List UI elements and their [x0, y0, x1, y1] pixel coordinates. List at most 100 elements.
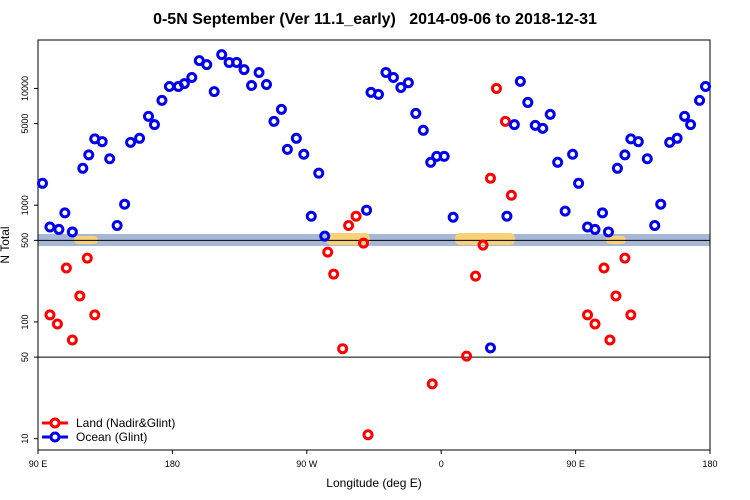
point [425, 156, 437, 168]
point [313, 167, 325, 179]
point [134, 132, 146, 144]
point [44, 309, 56, 321]
point [447, 211, 459, 223]
point [641, 153, 653, 165]
point [81, 252, 93, 264]
point [201, 59, 213, 71]
point [700, 80, 712, 92]
point [36, 177, 48, 189]
point [598, 262, 610, 274]
legend-marker [49, 431, 61, 443]
land-patch [455, 233, 515, 245]
point [589, 318, 601, 330]
point [66, 334, 78, 346]
point [268, 115, 280, 127]
point [602, 226, 614, 238]
point [508, 119, 520, 131]
point [104, 153, 116, 165]
point [619, 149, 631, 161]
point [298, 148, 310, 160]
x-tick-label: 180 [165, 459, 180, 469]
point [53, 223, 65, 235]
point [362, 429, 374, 441]
point [186, 72, 198, 84]
y-tick-label: 10000 [20, 76, 30, 101]
point [74, 290, 86, 302]
y-tick-label: 500 [20, 233, 30, 248]
point [490, 82, 502, 94]
point [484, 172, 496, 184]
point [253, 66, 265, 78]
point [679, 110, 691, 122]
point [604, 334, 616, 346]
point [537, 122, 549, 134]
x-tick-label: 90 W [296, 459, 318, 469]
point [238, 64, 250, 76]
point [596, 207, 608, 219]
point [632, 136, 644, 148]
point [319, 230, 331, 242]
point [505, 189, 517, 201]
point [361, 204, 373, 216]
chart-title: 0-5N September (Ver 11.1_early) 2014-09-… [153, 11, 597, 28]
point [649, 219, 661, 231]
point [426, 378, 438, 390]
x-tick-label: 90 E [29, 459, 48, 469]
point [44, 221, 56, 233]
point [610, 290, 622, 302]
point [281, 143, 293, 155]
point [611, 162, 623, 174]
y-tick-label: 1000 [20, 195, 30, 215]
point [501, 210, 513, 222]
point [125, 136, 137, 148]
point [477, 239, 489, 251]
point [484, 342, 496, 354]
point [410, 107, 422, 119]
point [163, 80, 175, 92]
point [337, 343, 349, 355]
point [552, 156, 564, 168]
point [685, 119, 697, 131]
point [260, 79, 272, 91]
point [589, 223, 601, 235]
point [694, 94, 706, 106]
point [395, 81, 407, 93]
point [387, 72, 399, 84]
point [111, 219, 123, 231]
point [246, 79, 258, 91]
x-tick-label: 0 [439, 459, 444, 469]
point [156, 94, 168, 106]
legend-marker [49, 417, 61, 429]
point [671, 132, 683, 144]
point [83, 149, 95, 161]
point [343, 219, 355, 231]
x-axis-label: Longitude (deg E) [326, 476, 421, 490]
point [544, 108, 556, 120]
point [143, 110, 155, 122]
point [573, 177, 585, 189]
point [417, 124, 429, 136]
y-tick-label: 5000 [20, 114, 30, 134]
x-tick-label: 180 [702, 459, 717, 469]
point [559, 205, 571, 217]
legend-label: Land (Nadir&Glint) [76, 416, 175, 430]
point [350, 210, 362, 222]
y-axis-label: N Total [0, 226, 12, 263]
point [619, 252, 631, 264]
point [470, 270, 482, 282]
point [305, 210, 317, 222]
point [514, 75, 526, 87]
point [655, 198, 667, 210]
point [231, 56, 243, 68]
point [96, 136, 108, 148]
legend-label: Ocean (Glint) [76, 430, 147, 444]
point [499, 115, 511, 127]
point [328, 268, 340, 280]
point [208, 86, 220, 98]
point [358, 237, 370, 249]
point [89, 309, 101, 321]
point [66, 226, 78, 238]
y-tick-label: 100 [20, 314, 30, 329]
point [461, 350, 473, 362]
